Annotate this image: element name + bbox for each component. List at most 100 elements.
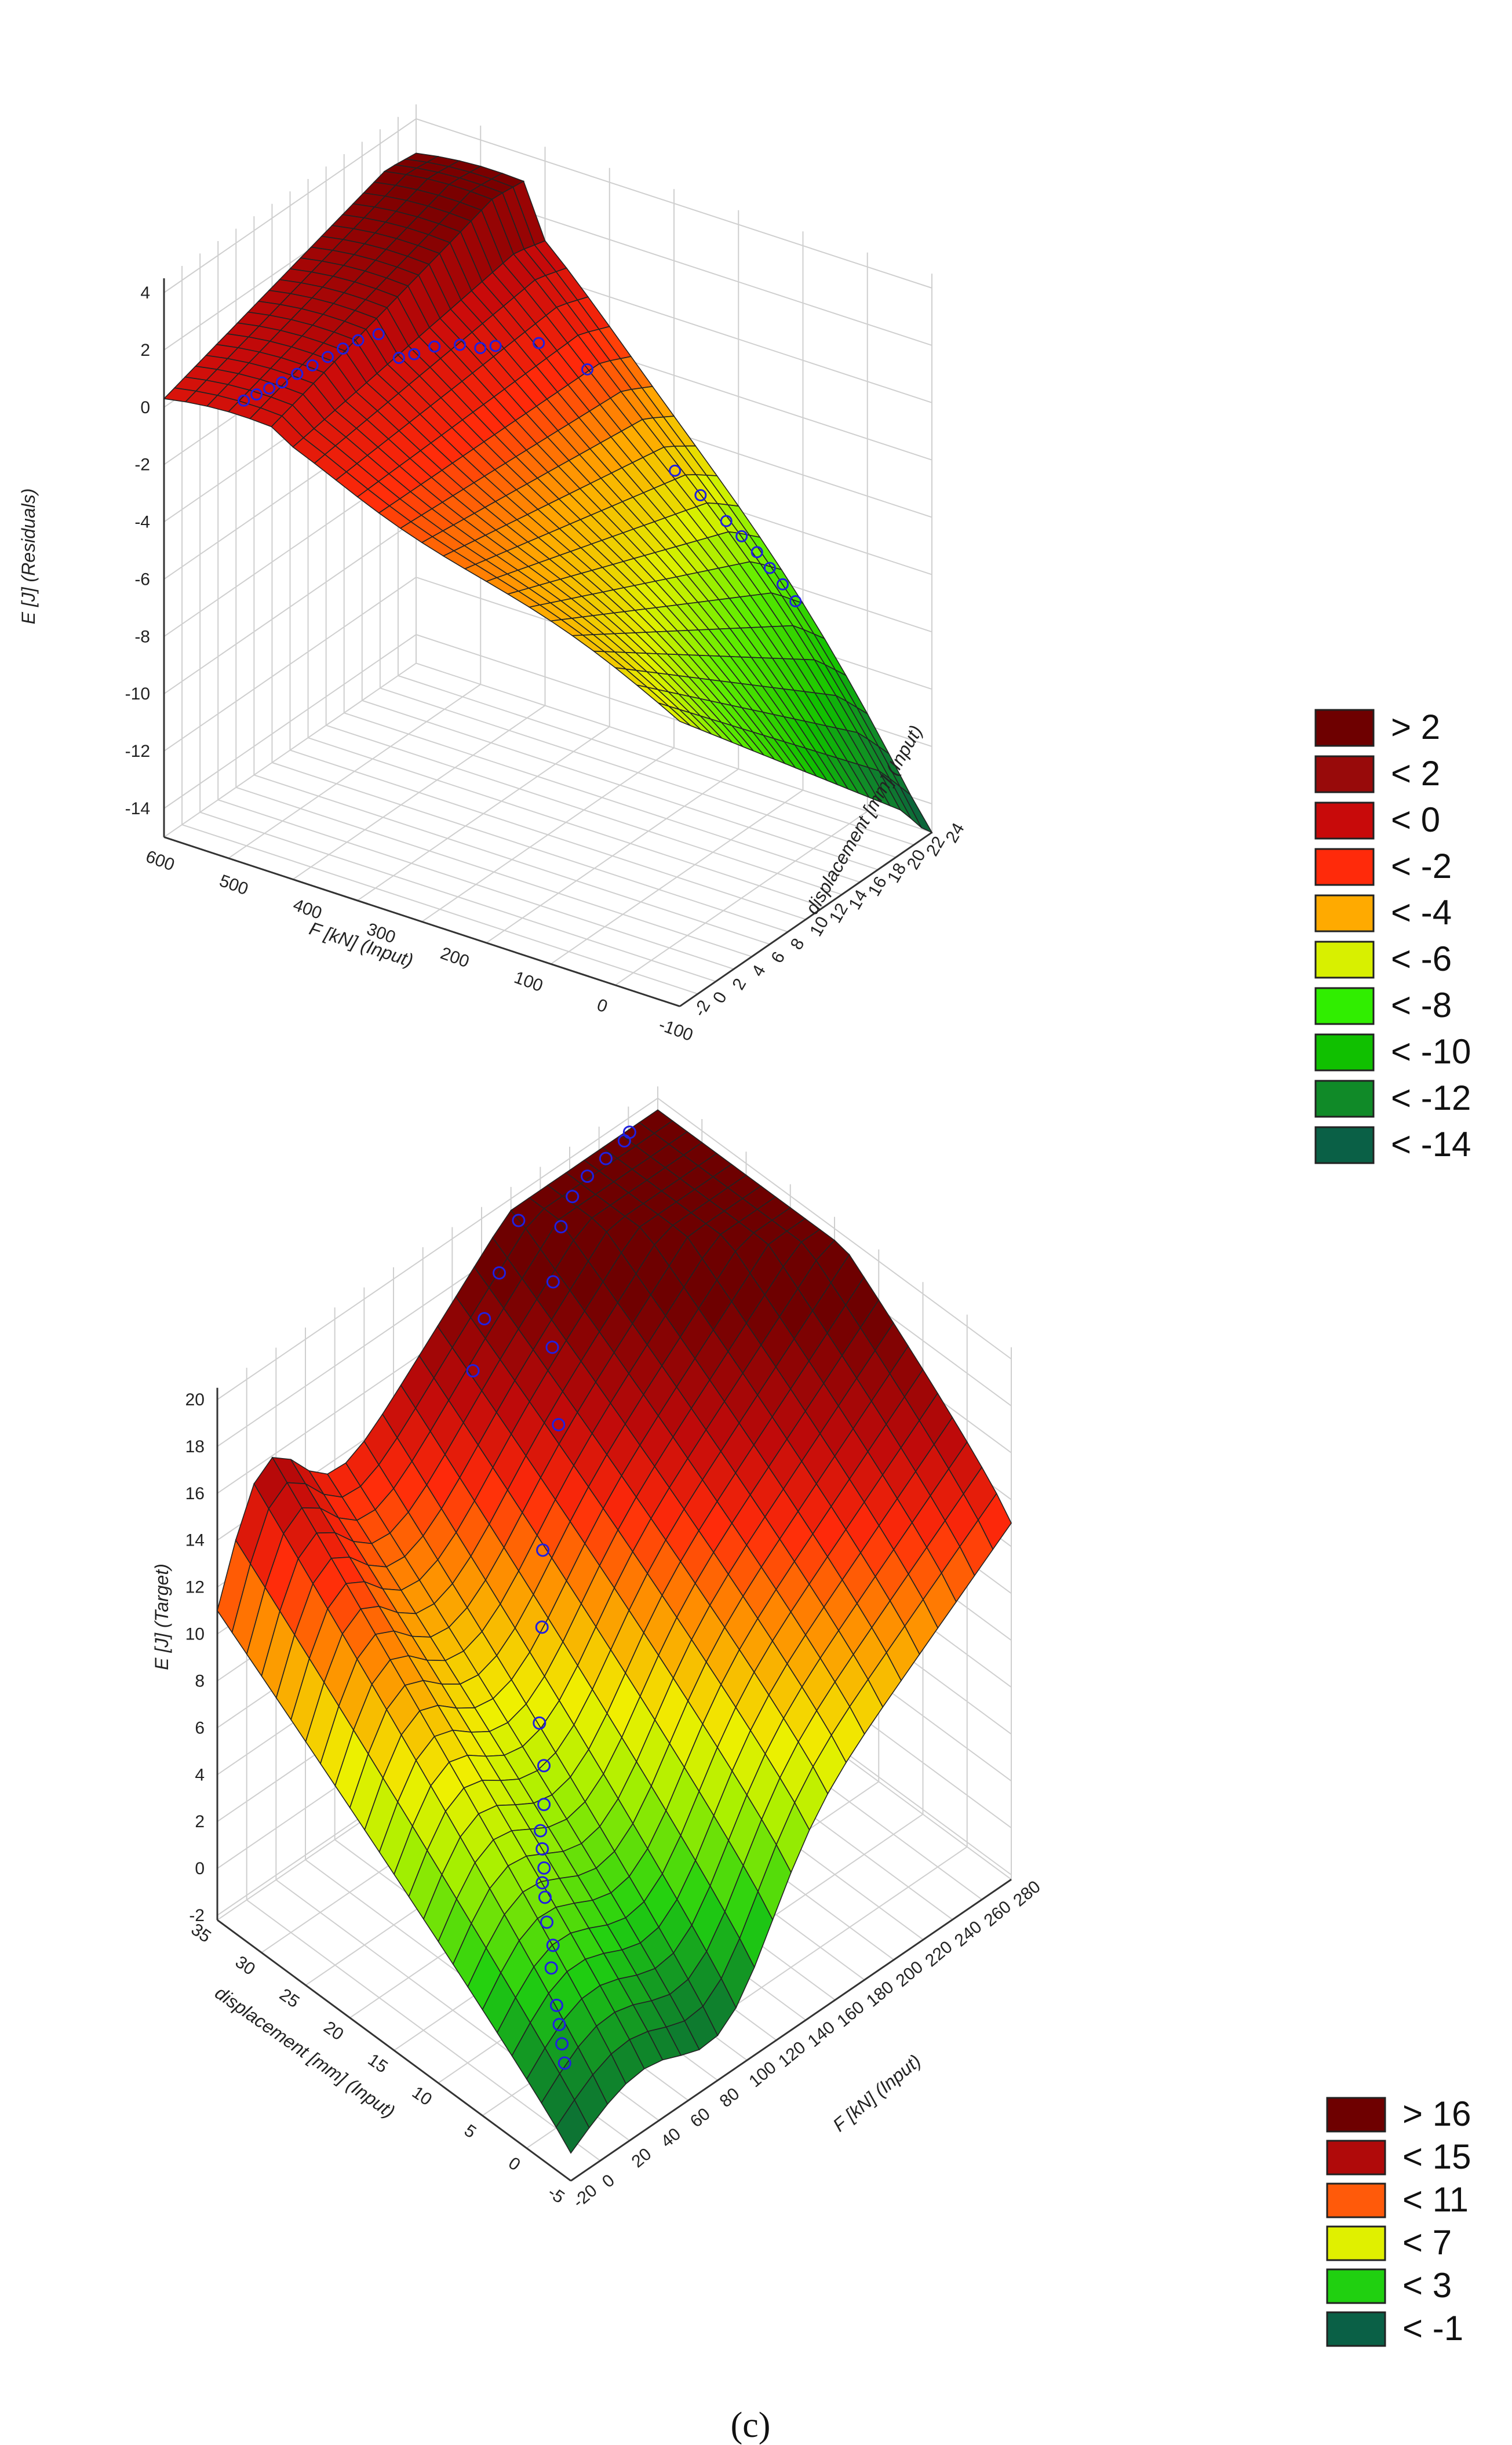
f-tick-label: 220: [921, 1937, 956, 1970]
data-point: [534, 1824, 548, 1838]
legend-label: < -12: [1391, 1078, 1471, 1117]
legend-label: < 2: [1391, 754, 1440, 793]
z-tick-label: -14: [125, 799, 150, 818]
data-point: [372, 328, 385, 341]
d-tick-label: 15: [365, 2050, 391, 2077]
gridline: [228, 684, 481, 859]
data-point: [777, 578, 789, 591]
legend-label: < 7: [1402, 2223, 1452, 2262]
data-point: [535, 1620, 549, 1634]
d-tick-label: 10: [409, 2083, 435, 2109]
d-axis-line: [679, 832, 932, 1007]
f-tick-label: 120: [775, 2038, 810, 2071]
data-point: [544, 1961, 558, 1975]
z-tick-label: 18: [185, 1437, 205, 1456]
data-point: [566, 1190, 580, 1204]
f-tick-label: 100: [512, 968, 545, 996]
data-point: [720, 515, 733, 527]
legend-label: < -2: [1391, 847, 1452, 886]
z-tick-label: 2: [195, 1812, 205, 1831]
gridline: [217, 1097, 1012, 1400]
d-tick-label: 30: [232, 1952, 258, 1979]
f-tick-label: 240: [951, 1917, 986, 1950]
data-point: [763, 562, 776, 574]
data-point: [555, 2037, 569, 2051]
legend-swatch: [1314, 801, 1375, 840]
data-point: [250, 388, 263, 401]
z-tick-label: 12: [185, 1578, 205, 1597]
f-tick-label: 140: [804, 2018, 839, 2051]
f-axis-title: F [kN] (Input): [829, 2050, 925, 2136]
legend-label: < -14: [1391, 1125, 1471, 1164]
legend-swatch: [1314, 1080, 1375, 1118]
f-axis-title: F [kN] (Input): [307, 918, 416, 971]
d-axis-line: [217, 1919, 571, 2182]
data-point: [306, 359, 319, 371]
legend-label: < 0: [1391, 800, 1440, 839]
data-point: [493, 1266, 506, 1280]
data-point: [599, 1152, 613, 1165]
data-point: [533, 1716, 546, 1730]
legend-label: < -6: [1391, 939, 1452, 978]
data-point: [622, 1125, 636, 1139]
data-point: [789, 595, 802, 607]
data-point: [581, 363, 593, 376]
data-point: [552, 1418, 566, 1431]
f-tick-label: 600: [143, 847, 177, 874]
f-tick-label: 0: [599, 2171, 618, 2192]
d-tick-label: 5: [461, 2121, 480, 2142]
data-point: [735, 530, 748, 542]
f-tick-label: -20: [569, 2181, 600, 2211]
legend-swatch: [1314, 848, 1375, 886]
f-tick-label: 180: [863, 1977, 898, 2010]
chart-b: 420-2-4-6-8-10-12-146005004003002001000-…: [18, 104, 1471, 1225]
legend-swatch: [1314, 755, 1375, 793]
legend-swatch: [1314, 941, 1375, 979]
data-point: [263, 382, 276, 395]
surface-cell: [658, 702, 691, 726]
data-point: [750, 546, 763, 559]
data-point: [454, 338, 467, 351]
surface-cell: [555, 2098, 590, 2154]
data-point: [408, 348, 421, 360]
chart-c-surface: [217, 1109, 1012, 2154]
z-tick-label: -4: [134, 513, 150, 532]
z-tick-label: 10: [185, 1625, 205, 1644]
legend-swatch: [1326, 2097, 1386, 2133]
d-tick-label: 0: [709, 989, 731, 1007]
d-tick-label: -5: [544, 2182, 568, 2207]
d-tick-label: 2: [728, 975, 750, 993]
chart-c-points: [466, 1125, 636, 2070]
legend-label: < -1: [1402, 2309, 1463, 2348]
data-point: [549, 1998, 563, 2012]
data-point: [552, 2017, 566, 2031]
data-point: [428, 340, 441, 353]
data-point: [352, 334, 365, 347]
data-point: [537, 1798, 551, 1812]
data-point: [537, 1861, 551, 1875]
z-axis-title: E [J] (Residuals): [18, 489, 39, 625]
gridline: [163, 118, 932, 293]
data-point: [558, 2056, 571, 2070]
z-tick-label: 0: [140, 398, 150, 417]
data-point: [535, 1876, 549, 1890]
z-tick-label: 4: [140, 283, 150, 303]
z-tick-label: -10: [125, 684, 150, 704]
chart-c-legend: > 16 < 15 < 11 < 7 < 3 < -1: [1326, 2094, 1471, 2348]
data-point: [538, 1890, 552, 1904]
gridline: [615, 811, 868, 986]
gridline: [292, 705, 546, 880]
f-tick-label: 400: [290, 895, 324, 923]
legend-label: < -8: [1391, 986, 1452, 1025]
legend-swatch: [1326, 2182, 1386, 2218]
z-tick-label: 16: [185, 1484, 205, 1503]
d-tick-label: 8: [787, 935, 808, 953]
data-point: [546, 1275, 560, 1289]
f-axis-line: [163, 836, 680, 1007]
legend-label: < -10: [1391, 1032, 1471, 1071]
f-tick-label: 500: [217, 871, 250, 899]
data-point: [581, 1169, 594, 1183]
gridline: [486, 768, 739, 943]
